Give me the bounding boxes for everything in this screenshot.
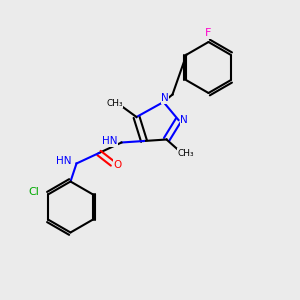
Text: N: N: [161, 93, 169, 103]
Text: HN: HN: [102, 136, 118, 146]
Text: Cl: Cl: [28, 187, 39, 197]
Text: O: O: [114, 160, 122, 170]
Text: N: N: [180, 115, 188, 125]
Text: CH₃: CH₃: [178, 148, 194, 158]
Text: F: F: [205, 28, 212, 38]
Text: CH₃: CH₃: [106, 99, 123, 108]
Text: HN: HN: [56, 156, 72, 166]
